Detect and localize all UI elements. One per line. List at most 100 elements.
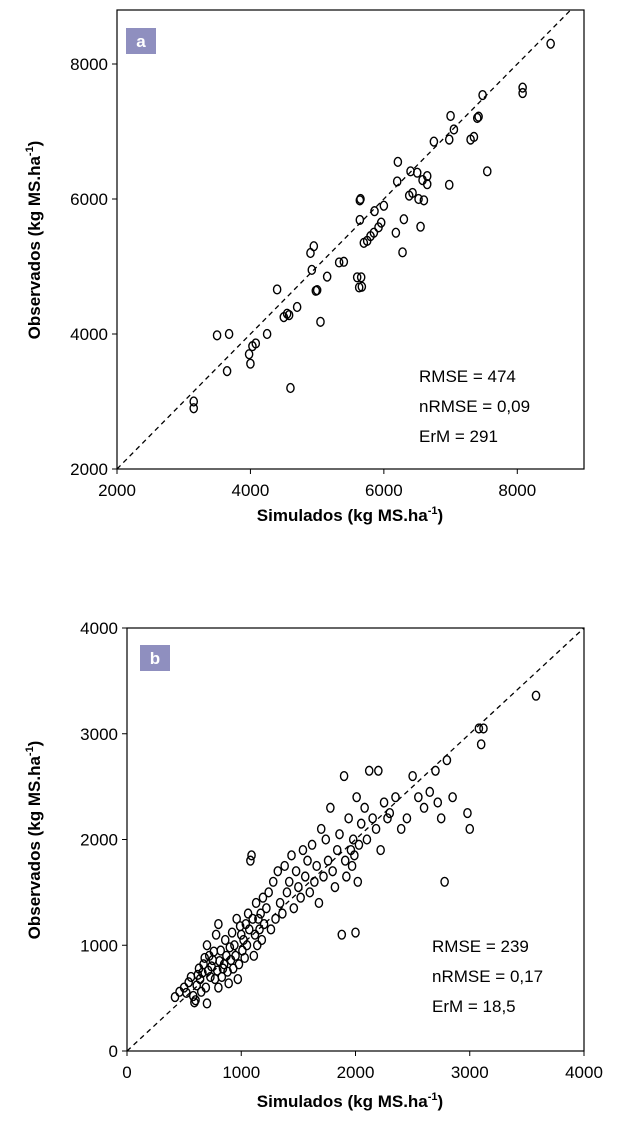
scatter-panel-b: 0 1000 2000 3000 4000 0 1000 2000 3000 4000 b RM… xyxy=(24,619,603,1111)
data-point-b-107 xyxy=(342,871,351,882)
data-point-b-42 xyxy=(227,927,237,938)
data-point-b-136 xyxy=(433,797,443,808)
data-point-b-32 xyxy=(216,945,225,956)
data-point-b-34 xyxy=(218,963,228,974)
data-point-b-135 xyxy=(431,765,440,776)
data-point-b-91 xyxy=(307,839,317,850)
data-point-b-8 xyxy=(191,995,200,1006)
stat-erm-b: ErM = 18,5 xyxy=(432,997,516,1016)
data-point-b-27 xyxy=(211,929,221,940)
data-point-b-110 xyxy=(347,860,357,872)
data-point-b-47 xyxy=(233,973,243,985)
data-point-a-13 xyxy=(284,310,294,321)
data-point-b-83 xyxy=(289,903,299,914)
data-point-a-58 xyxy=(446,110,455,122)
data-point-b-145 xyxy=(479,723,488,734)
data-point-b-67 xyxy=(256,908,265,919)
data-point-b-118 xyxy=(360,802,369,813)
x-tick-label-b-3: 3000 xyxy=(451,1063,489,1082)
data-point-a-62 xyxy=(472,112,482,124)
data-point-b-17 xyxy=(201,982,211,993)
data-point-a-9 xyxy=(262,328,272,340)
data-point-b-64 xyxy=(252,940,262,951)
x-ticks-b: 0 1000 2000 3000 4000 xyxy=(122,1051,603,1082)
data-point-b-73 xyxy=(266,924,276,935)
data-point-b-84 xyxy=(291,866,301,877)
data-point-b-113 xyxy=(351,927,360,938)
data-point-b-129 xyxy=(396,823,406,835)
data-point-b-72 xyxy=(264,887,273,898)
data-point-b-50 xyxy=(236,929,246,940)
x-tick-label-b-4: 4000 xyxy=(565,1063,603,1082)
data-point-b-2 xyxy=(179,982,189,993)
data-point-b-134 xyxy=(425,786,435,798)
data-point-b-141 xyxy=(463,807,472,819)
data-point-b-142 xyxy=(465,823,475,835)
stat-nrmse-a: nRMSE = 0,09 xyxy=(419,397,530,416)
data-point-b-7 xyxy=(190,997,199,1008)
data-point-a-2 xyxy=(212,330,222,341)
data-point-b-137 xyxy=(436,813,446,824)
x-tick-label-a-1: 4000 xyxy=(232,481,270,500)
data-point-a-66 xyxy=(518,82,527,93)
y-axis-label-b-main: Observados (kg MS.ha xyxy=(25,756,44,940)
stat-erm-a: ErM = 291 xyxy=(419,427,498,446)
data-point-a-43 xyxy=(398,247,407,258)
data-point-b-70 xyxy=(259,918,269,930)
data-point-b-108 xyxy=(344,813,353,824)
x-tick-label-b-2: 2000 xyxy=(337,1063,375,1082)
y-axis-label-a: Observados (kg MS.ha-1) xyxy=(24,141,44,340)
data-point-a-30 xyxy=(356,272,366,283)
data-point-b-116 xyxy=(354,839,364,850)
data-point-a-64 xyxy=(478,89,487,101)
data-point-a-0 xyxy=(189,396,199,407)
data-point-b-92 xyxy=(310,876,319,887)
data-point-a-55 xyxy=(429,136,439,147)
y-tick-label-b-3: 3000 xyxy=(80,725,118,744)
data-point-b-101 xyxy=(330,881,340,893)
data-point-b-39 xyxy=(224,978,233,989)
data-point-a-25 xyxy=(352,272,362,283)
data-point-b-124 xyxy=(376,844,385,856)
data-point-b-105 xyxy=(339,770,349,782)
panel-tag-b xyxy=(140,645,170,671)
data-point-b-80 xyxy=(282,887,292,898)
data-point-b-126 xyxy=(383,813,392,824)
data-point-b-22 xyxy=(206,971,215,983)
data-point-a-18 xyxy=(309,241,319,252)
data-point-b-130 xyxy=(402,813,412,824)
data-point-b-138 xyxy=(440,876,449,887)
y-axis-label-b-end: ) xyxy=(25,741,44,747)
data-point-b-106 xyxy=(340,855,350,866)
data-point-b-44 xyxy=(230,940,239,951)
data-point-b-133 xyxy=(419,802,429,813)
data-point-b-29 xyxy=(214,918,223,930)
data-point-a-42 xyxy=(393,156,403,167)
data-point-a-65 xyxy=(482,166,492,177)
data-point-a-47 xyxy=(408,187,417,199)
y-axis-label-b-sup: -1 xyxy=(24,746,36,756)
x-axis-label-b-sup: -1 xyxy=(428,1091,438,1103)
data-point-a-31 xyxy=(357,281,367,292)
data-point-b-144 xyxy=(476,739,486,750)
data-point-b-56 xyxy=(243,908,253,919)
data-point-a-14 xyxy=(286,382,295,394)
data-point-a-52 xyxy=(419,195,429,206)
data-point-b-93 xyxy=(312,860,321,872)
data-point-b-120 xyxy=(364,765,374,776)
data-point-a-24 xyxy=(339,256,349,267)
data-point-b-28 xyxy=(212,965,222,976)
data-point-b-79 xyxy=(280,860,289,872)
data-point-a-20 xyxy=(312,285,322,296)
data-point-a-61 xyxy=(469,131,479,143)
points-a xyxy=(189,38,555,414)
data-point-b-40 xyxy=(225,942,235,953)
data-point-b-68 xyxy=(257,934,267,946)
data-point-b-0 xyxy=(170,991,180,1003)
data-point-a-22 xyxy=(322,271,332,282)
stat-nrmse-b: nRMSE = 0,17 xyxy=(432,967,543,986)
data-point-a-63 xyxy=(474,111,483,122)
x-axis-label-b-end: ) xyxy=(438,1092,444,1111)
data-point-a-38 xyxy=(376,217,386,228)
data-point-a-1 xyxy=(189,403,199,414)
